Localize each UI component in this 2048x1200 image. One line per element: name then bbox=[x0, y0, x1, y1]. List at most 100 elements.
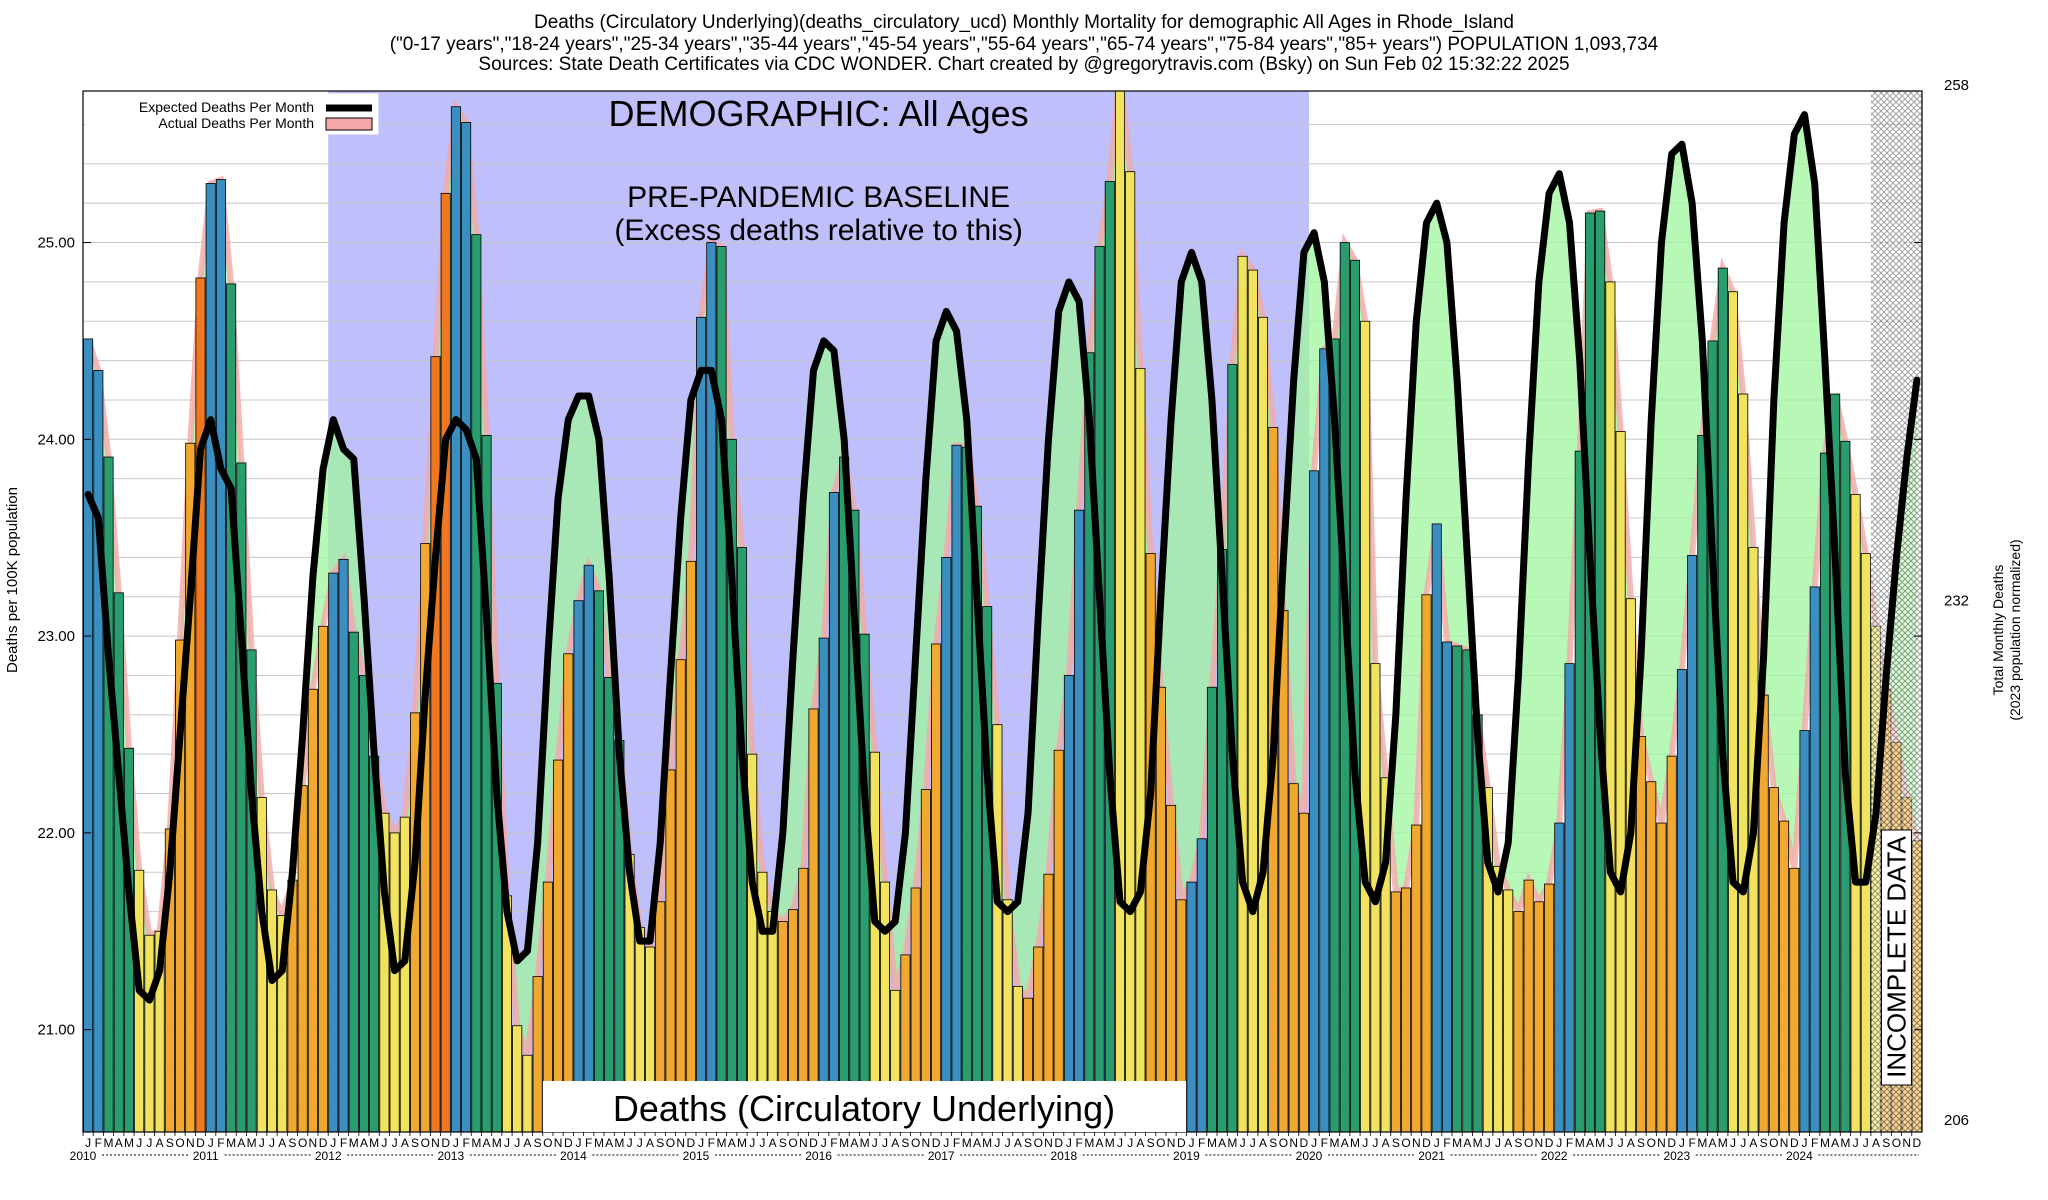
y2-tick-label: 206 bbox=[1944, 1112, 1969, 1129]
actual-deaths-bar bbox=[828, 492, 839, 1132]
y2-tick-label: 232 bbox=[1944, 593, 1969, 610]
x-month-label: S bbox=[1392, 1136, 1400, 1150]
x-month-label: S bbox=[1760, 1136, 1768, 1150]
y-axis-label: Deaths per 100K population bbox=[4, 487, 21, 673]
actual-deaths-bar bbox=[1380, 777, 1391, 1132]
actual-deaths-bar bbox=[706, 242, 717, 1132]
x-month-label: N bbox=[1657, 1136, 1666, 1150]
x-year-label: 2018 bbox=[1050, 1149, 1077, 1163]
x-year-label: 2023 bbox=[1663, 1149, 1690, 1163]
bottom-label-bg bbox=[543, 1081, 1186, 1132]
x-month-label: D bbox=[932, 1136, 941, 1150]
x-month-label: A bbox=[523, 1136, 531, 1150]
actual-deaths-bar bbox=[1707, 340, 1718, 1132]
x-month-label: M bbox=[1207, 1136, 1217, 1150]
x-month-label: N bbox=[1902, 1136, 1911, 1150]
x-year-label: 2024 bbox=[1786, 1149, 1813, 1163]
y-tick-label: 23.00 bbox=[37, 628, 75, 645]
actual-deaths-bar bbox=[215, 179, 226, 1132]
actual-deaths-bar bbox=[1830, 393, 1841, 1132]
actual-deaths-bar bbox=[471, 234, 482, 1132]
actual-deaths-bar bbox=[1186, 881, 1197, 1132]
x-month-label: S bbox=[1269, 1136, 1277, 1150]
legend-actual-swatch bbox=[325, 117, 373, 131]
x-month-label: J bbox=[514, 1136, 520, 1150]
x-month-label: M bbox=[594, 1136, 604, 1150]
x-month-label: J bbox=[504, 1136, 510, 1150]
actual-deaths-bar bbox=[1104, 181, 1115, 1132]
actual-deaths-bar bbox=[553, 759, 564, 1132]
x-month-label: M bbox=[1595, 1136, 1605, 1150]
x-month-label: J bbox=[576, 1136, 582, 1150]
x-month-label: J bbox=[749, 1136, 755, 1150]
actual-deaths-bar bbox=[920, 789, 931, 1132]
x-year-label-bg bbox=[1046, 1149, 1081, 1162]
x-month-label: A bbox=[605, 1136, 613, 1150]
actual-deaths-bar bbox=[665, 769, 676, 1132]
actual-deaths-bar bbox=[154, 930, 165, 1132]
actual-deaths-bar bbox=[318, 625, 329, 1132]
incomplete-label-bg bbox=[1880, 829, 1912, 1086]
actual-deaths-bar bbox=[593, 590, 604, 1132]
actual-deaths-bar bbox=[1043, 873, 1054, 1132]
actual-deaths-bar bbox=[992, 724, 1003, 1132]
expected-vs-actual-fill bbox=[88, 91, 1917, 1056]
x-month-label: D bbox=[1913, 1136, 1922, 1150]
x-month-label: J bbox=[1618, 1136, 1624, 1150]
actual-deaths-bar bbox=[1676, 669, 1687, 1132]
x-month-label: S bbox=[1147, 1136, 1155, 1150]
x-month-label: N bbox=[431, 1136, 440, 1150]
bottom-chart-label: Deaths (Circulatory Underlying) bbox=[613, 1088, 1115, 1129]
actual-deaths-bar bbox=[512, 1025, 523, 1132]
x-month-label: S bbox=[411, 1136, 419, 1150]
x-year-label: 2015 bbox=[683, 1149, 710, 1163]
x-month-label: A bbox=[1136, 1136, 1144, 1150]
y2-tick-label: 258 bbox=[1944, 77, 1969, 94]
actual-deaths-bar bbox=[1789, 867, 1800, 1132]
x-month-label: J bbox=[1853, 1136, 1859, 1150]
x-month-label: D bbox=[687, 1136, 696, 1150]
x-month-label: A bbox=[728, 1136, 736, 1150]
actual-deaths-bar bbox=[338, 558, 349, 1132]
actual-deaths-bar bbox=[185, 442, 196, 1132]
y2-axis-label: Total Monthly Deaths (2023 population no… bbox=[1990, 480, 2024, 780]
actual-deaths-bar bbox=[573, 600, 584, 1132]
x-month-label: J bbox=[637, 1136, 643, 1150]
x-month-label: A bbox=[1872, 1136, 1880, 1150]
actual-deaths-bar bbox=[1288, 783, 1299, 1132]
x-month-label: J bbox=[1556, 1136, 1562, 1150]
actual-deaths-bar bbox=[1431, 523, 1442, 1132]
baseline-label-line-2: (Excess deaths relative to this) bbox=[614, 214, 1023, 247]
x-month-label: A bbox=[973, 1136, 981, 1150]
x-month-label: A bbox=[115, 1136, 123, 1150]
actual-deaths-bar bbox=[1656, 822, 1667, 1132]
actual-deaths-bar bbox=[532, 976, 543, 1132]
x-month-label: M bbox=[1840, 1136, 1850, 1150]
x-month-label: N bbox=[1167, 1136, 1176, 1150]
x-month-label: A bbox=[1014, 1136, 1022, 1150]
x-month-label: J bbox=[259, 1136, 265, 1150]
actual-deaths-bar bbox=[1135, 368, 1146, 1132]
x-month-label: F bbox=[1811, 1136, 1818, 1150]
x-month-label: J bbox=[1863, 1136, 1869, 1150]
x-month-label: A bbox=[483, 1136, 491, 1150]
actual-deaths-bar bbox=[1819, 452, 1830, 1132]
incomplete-data-label: INCOMPLETE DATA bbox=[1881, 835, 1911, 1077]
x-month-label: J bbox=[1802, 1136, 1808, 1150]
x-month-label: F bbox=[1075, 1136, 1082, 1150]
x-month-label: F bbox=[1321, 1136, 1328, 1150]
actual-deaths-bar bbox=[348, 631, 359, 1132]
actual-deaths-bar bbox=[236, 462, 247, 1132]
actual-deaths-bar bbox=[563, 653, 574, 1132]
x-month-label: J bbox=[392, 1136, 398, 1150]
x-month-label: A bbox=[1627, 1136, 1635, 1150]
actual-deaths-bar bbox=[399, 816, 410, 1132]
actual-deaths-bar bbox=[604, 677, 615, 1132]
actual-deaths-bar bbox=[1687, 555, 1698, 1132]
actual-deaths-bar bbox=[113, 592, 124, 1132]
x-month-label: J bbox=[1189, 1136, 1195, 1150]
actual-deaths-bar bbox=[297, 785, 308, 1132]
x-month-label: F bbox=[217, 1136, 224, 1150]
x-month-label: J bbox=[1485, 1136, 1491, 1150]
